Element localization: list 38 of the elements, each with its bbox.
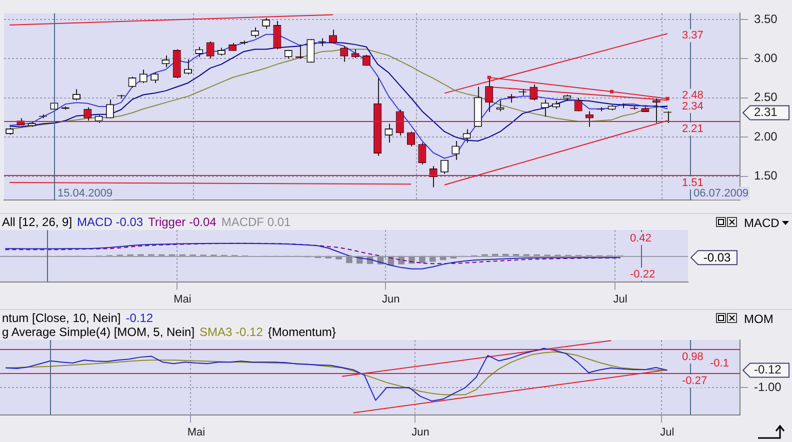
series-label: SMA3 -0.12 — [200, 325, 263, 339]
series-label: MACD -0.03 — [77, 215, 144, 229]
text: 2.48 — [682, 89, 704, 102]
chart-title: All [12, 26, 9] — [2, 215, 72, 229]
x-tick-label: Jun — [382, 293, 400, 306]
ref-line-label: 2.21 — [682, 123, 704, 136]
x-tick-label: Mai — [174, 293, 192, 306]
chart-title: ntum [Close, 10, Nein] — [2, 311, 121, 325]
text: 3.37 — [682, 30, 704, 42]
text: -0.03 — [703, 250, 731, 264]
y-axis-title: MOM — [744, 312, 774, 326]
text: 0.42 — [630, 232, 652, 245]
y-tick-label: 2.00 — [754, 129, 778, 144]
y-tick-label: 2.50 — [754, 90, 778, 104]
ref-line-label: 1.51 — [682, 177, 704, 190]
y-axis-title: MACD — [744, 216, 780, 230]
x-tick-label: Jul — [613, 293, 628, 306]
y-tick-label: -1.00 — [754, 380, 782, 394]
y-tick-label: 3.50 — [754, 12, 778, 26]
text: -0.12 — [126, 311, 154, 325]
annotation: 15.04.2009 — [58, 187, 113, 200]
chart-subtitle: g Average Simple(4) [MOM, 5, Nein] — [2, 325, 195, 339]
text: MACDF 0.01 — [221, 215, 291, 229]
y-tick-label: 3.00 — [754, 50, 778, 65]
y-tick-label: 2.31 — [754, 105, 778, 120]
ref-line-label: 0.98 — [682, 351, 704, 364]
y-tick-label: -0.12 — [754, 362, 782, 377]
annotation: -0.1 — [710, 357, 729, 370]
text: 2.34 — [682, 100, 704, 113]
ref-line-label: -0.27 — [682, 375, 708, 388]
text: -0.22 — [630, 268, 656, 280]
x-tick-label: Jul — [660, 426, 674, 438]
x-tick-label: Mai — [187, 426, 206, 438]
text: {Momentum} — [268, 325, 336, 339]
series-label: Trigger -0.04 — [148, 215, 216, 229]
text: 06.07.2009 — [694, 187, 749, 200]
y-tick-label: 1.50 — [754, 168, 778, 183]
x-tick-label: Jun — [412, 426, 430, 438]
